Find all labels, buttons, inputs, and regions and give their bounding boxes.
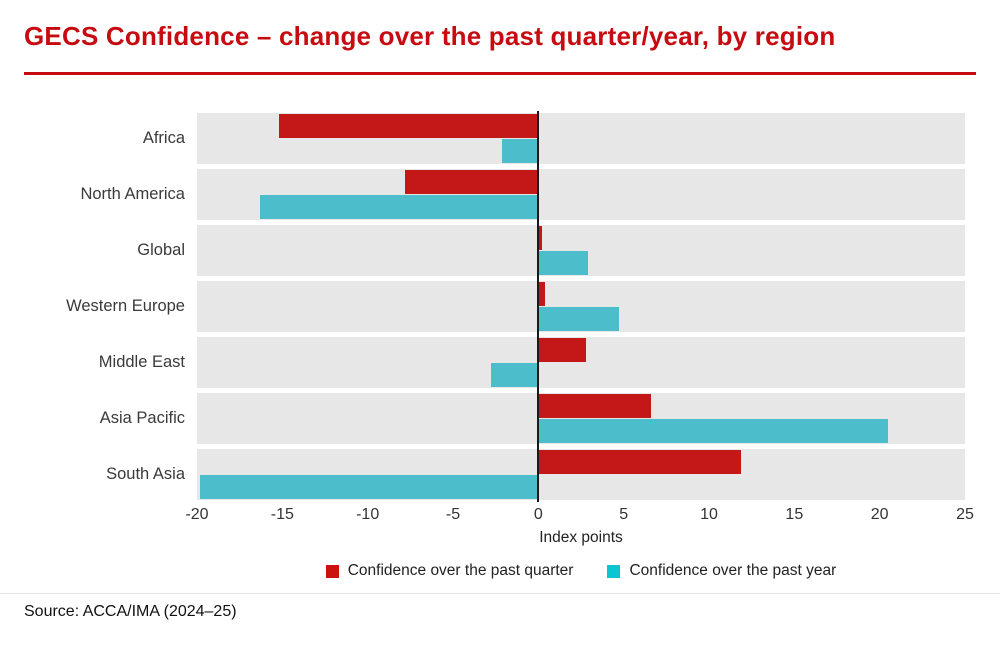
bar-year [538,419,889,443]
chart-row: South Asia [24,449,965,500]
title-divider [24,72,976,75]
x-tick-label: 0 [533,506,543,523]
bar-quarter [405,170,539,194]
x-tick-label: 10 [700,506,718,523]
bar-quarter [538,282,546,306]
bar-year [538,307,619,331]
chart-row: Middle East [24,337,965,388]
bar-year [260,195,539,219]
x-axis-ticks: -20 -15 -10 -5 0 5 10 15 20 25 [185,500,973,527]
legend-swatch-icon [325,564,339,578]
legend-label: Confidence over the past quarter [347,562,574,579]
bar-year [502,139,539,163]
bar-quarter [538,226,542,250]
x-tick-label: -15 [270,506,294,523]
x-tick-label: -10 [356,506,380,523]
row-band [197,337,965,388]
x-tick-label: 5 [619,506,629,523]
row-band [197,281,965,332]
page-title: GECS Confidence – change over the past q… [24,21,836,51]
legend-swatch-icon [607,564,621,578]
region-label: South Asia [106,465,185,483]
legend-item: Confidence over the past year [607,562,836,580]
chart-row: North America [24,169,965,220]
footer-divider [0,593,1000,594]
row-band [197,113,965,164]
chart-row: Africa [24,113,965,164]
bar-year [490,363,539,387]
bar-quarter [278,114,539,138]
x-tick-label: 25 [956,506,974,523]
region-label: Africa [142,129,185,147]
x-tick-label: 15 [785,506,804,523]
plot-rows: Africa North America Global Western Euro… [24,113,965,500]
row-band [197,393,965,444]
source-note: Source: ACCA/IMA (2024–25) [24,603,237,620]
plot-area: Africa North America Global Western Euro… [24,111,965,502]
chart-row: Global [24,225,965,276]
chart-row: Asia Pacific [24,393,965,444]
region-label: Western Europe [66,297,185,315]
row-band [197,225,965,276]
region-label: Middle East [98,353,185,371]
region-label: North America [80,185,185,203]
legend-label: Confidence over the past year [629,562,837,579]
x-axis-label-row: Index points [197,529,965,547]
bar-quarter [538,394,651,418]
legend: Confidence over the past quarter Confide… [197,562,965,580]
x-axis-label: Index points [539,529,623,546]
region-label: Global [137,241,185,259]
region-label: Asia Pacific [99,409,185,427]
bar-chart: Africa North America Global Western Euro… [24,111,974,580]
bar-year [538,251,588,275]
bar-year [200,475,539,499]
row-band [197,169,965,220]
bar-quarter [538,450,742,474]
chart-row: Western Europe [24,281,965,332]
row-band [197,449,965,500]
x-tick-label: 20 [870,506,889,523]
x-tick-label: -5 [445,506,461,523]
bar-quarter [538,338,587,362]
legend-item: Confidence over the past quarter [325,562,574,580]
x-tick-label: -20 [185,506,209,523]
